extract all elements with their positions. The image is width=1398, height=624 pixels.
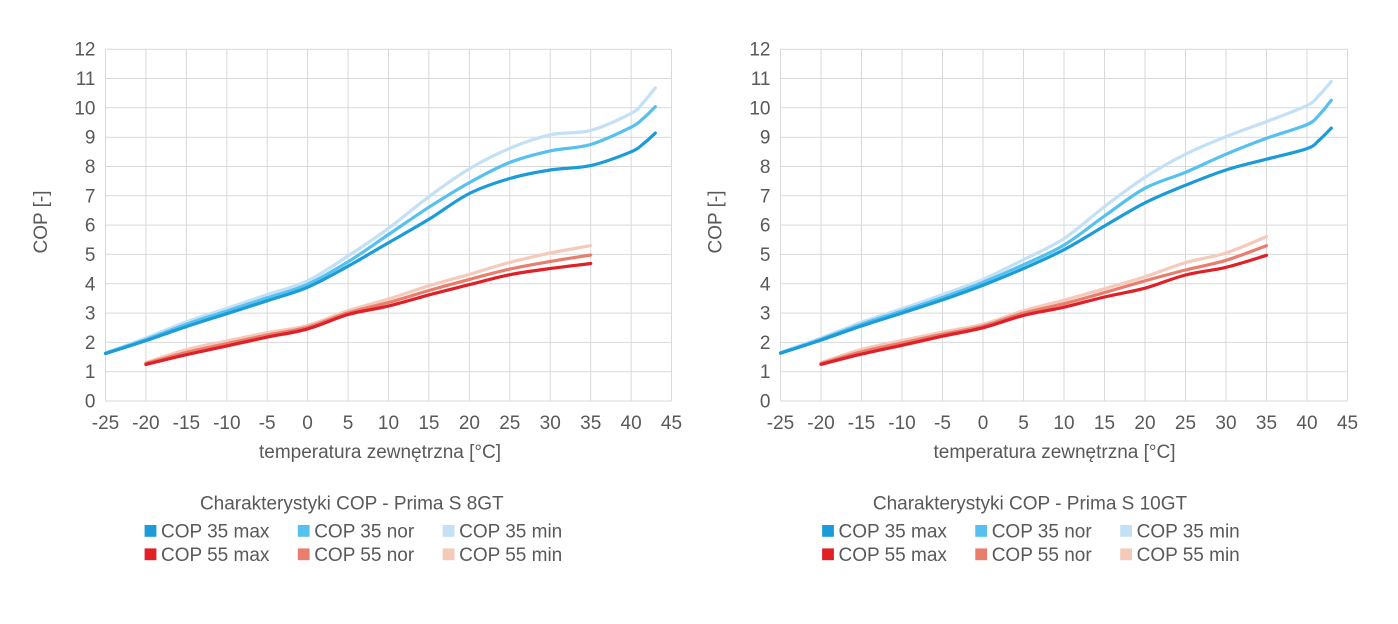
svg-text:25: 25 (1175, 413, 1196, 434)
svg-text:0: 0 (85, 392, 96, 413)
svg-text:temperatura zewnętrzna [°C]: temperatura zewnętrzna [°C] (933, 442, 1175, 463)
svg-text:10: 10 (749, 98, 770, 119)
svg-text:11: 11 (76, 69, 96, 90)
svg-text:-25: -25 (767, 413, 794, 434)
svg-text:Charakterystyki COP - Prima S: Charakterystyki COP - Prima S 8GT (200, 494, 504, 515)
svg-text:8: 8 (760, 157, 771, 178)
svg-text:COP 55 nor: COP 55 nor (992, 545, 1093, 566)
svg-text:0: 0 (978, 413, 989, 434)
svg-text:-20: -20 (807, 413, 834, 434)
svg-text:-10: -10 (888, 413, 915, 434)
svg-text:-20: -20 (132, 413, 159, 434)
svg-text:8: 8 (85, 157, 96, 178)
svg-text:-15: -15 (173, 413, 200, 434)
svg-text:COP [-]: COP [-] (31, 191, 52, 254)
svg-text:1: 1 (760, 362, 771, 383)
svg-text:30: 30 (540, 413, 561, 434)
svg-text:20: 20 (1134, 413, 1155, 434)
svg-text:10: 10 (74, 98, 95, 119)
svg-text:12: 12 (749, 40, 770, 61)
svg-text:40: 40 (621, 413, 642, 434)
svg-text:COP 55 min: COP 55 min (1137, 545, 1240, 566)
svg-text:-5: -5 (259, 413, 276, 434)
svg-text:3: 3 (760, 304, 771, 325)
svg-text:11: 11 (751, 69, 771, 90)
svg-text:5: 5 (343, 413, 354, 434)
svg-text:25: 25 (499, 413, 520, 434)
svg-text:-5: -5 (934, 413, 951, 434)
svg-text:4: 4 (760, 274, 771, 295)
svg-text:1: 1 (85, 362, 96, 383)
svg-text:12: 12 (74, 40, 95, 61)
svg-text:COP 35 min: COP 35 min (1137, 521, 1240, 542)
svg-text:45: 45 (1337, 413, 1358, 434)
svg-text:COP 55 max: COP 55 max (161, 545, 270, 566)
svg-text:COP 55 nor: COP 55 nor (314, 545, 415, 566)
svg-text:COP 35 max: COP 35 max (839, 521, 948, 542)
svg-text:5: 5 (85, 245, 96, 266)
svg-text:9: 9 (760, 128, 771, 149)
svg-text:COP 35 min: COP 35 min (459, 521, 562, 542)
svg-text:5: 5 (1018, 413, 1029, 434)
svg-text:temperatura zewnętrzna [°C]: temperatura zewnętrzna [°C] (259, 442, 501, 463)
svg-text:10: 10 (1053, 413, 1074, 434)
svg-text:0: 0 (302, 413, 313, 434)
svg-text:7: 7 (85, 186, 96, 207)
svg-text:COP [-]: COP [-] (706, 191, 727, 254)
svg-text:Charakterystyki COP - Prima S: Charakterystyki COP - Prima S 10GT (873, 494, 1188, 515)
svg-text:45: 45 (661, 413, 682, 434)
svg-text:COP 55 min: COP 55 min (459, 545, 562, 566)
svg-text:COP 35 nor: COP 35 nor (992, 521, 1093, 542)
svg-text:15: 15 (1094, 413, 1115, 434)
svg-text:7: 7 (760, 186, 771, 207)
svg-text:15: 15 (418, 413, 439, 434)
svg-text:10: 10 (378, 413, 399, 434)
svg-text:40: 40 (1296, 413, 1317, 434)
svg-text:2: 2 (760, 333, 771, 354)
svg-text:-15: -15 (848, 413, 875, 434)
svg-text:4: 4 (85, 274, 96, 295)
svg-text:5: 5 (760, 245, 771, 266)
svg-text:35: 35 (1256, 413, 1277, 434)
svg-text:COP 35 nor: COP 35 nor (314, 521, 415, 542)
svg-text:35: 35 (580, 413, 601, 434)
svg-text:-25: -25 (92, 413, 119, 434)
svg-text:COP 55 max: COP 55 max (839, 545, 948, 566)
svg-text:3: 3 (85, 304, 96, 325)
svg-text:20: 20 (459, 413, 480, 434)
svg-text:6: 6 (760, 216, 771, 237)
svg-text:COP 35 max: COP 35 max (161, 521, 270, 542)
svg-text:9: 9 (85, 128, 96, 149)
svg-text:6: 6 (85, 216, 96, 237)
svg-text:0: 0 (760, 392, 771, 413)
svg-text:-10: -10 (213, 413, 240, 434)
svg-text:30: 30 (1215, 413, 1236, 434)
svg-text:2: 2 (85, 333, 96, 354)
